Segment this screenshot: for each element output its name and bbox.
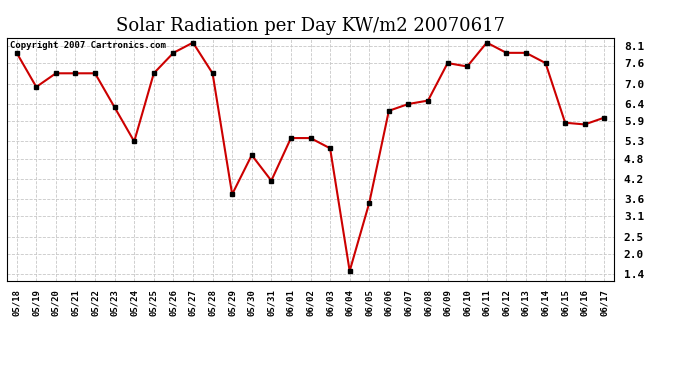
Title: Solar Radiation per Day KW/m2 20070617: Solar Radiation per Day KW/m2 20070617 <box>116 16 505 34</box>
Text: Copyright 2007 Cartronics.com: Copyright 2007 Cartronics.com <box>10 41 166 50</box>
